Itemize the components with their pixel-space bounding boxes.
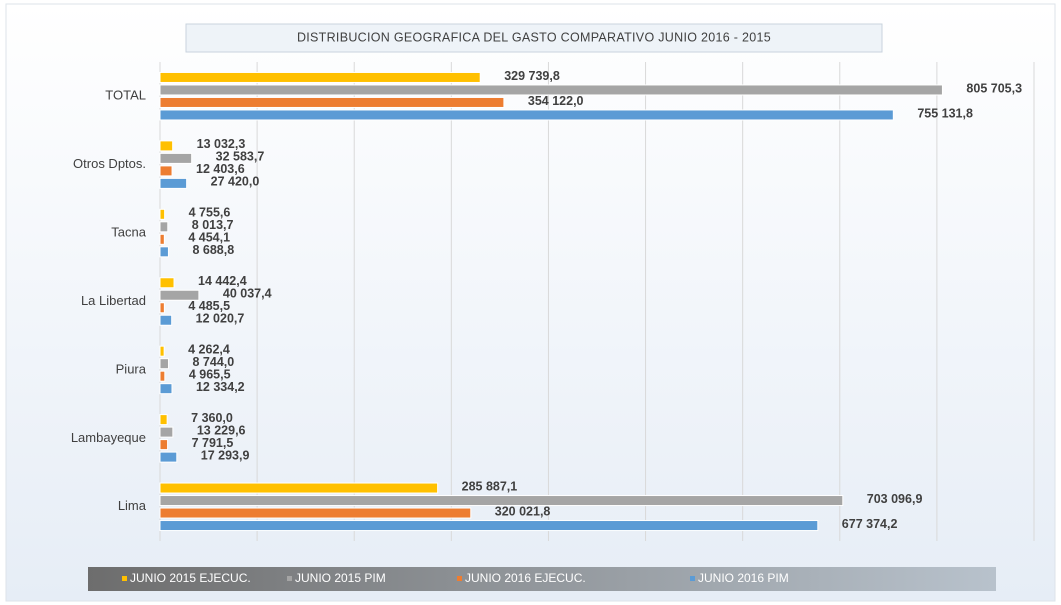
- bar: [159, 358, 169, 370]
- category-label: Lima: [118, 498, 147, 513]
- bar: [159, 314, 173, 326]
- category-label: Tacna: [111, 225, 146, 240]
- data-label: 27 420,0: [211, 175, 260, 189]
- bar: [159, 96, 505, 108]
- bar: [159, 289, 200, 301]
- data-label: 354 122,0: [528, 94, 584, 108]
- bar: [159, 208, 166, 220]
- bar: [159, 451, 178, 463]
- legend-swatch: [122, 576, 127, 581]
- bar: [159, 152, 193, 164]
- data-label: 320 021,8: [495, 504, 551, 518]
- data-label: 805 705,3: [966, 81, 1022, 95]
- bar: [159, 233, 165, 245]
- data-label: 4 262,4: [188, 342, 230, 356]
- bar: [159, 177, 188, 189]
- data-label: 4 454,1: [188, 231, 230, 245]
- data-label: 329 739,8: [504, 69, 560, 83]
- data-label: 8 688,8: [192, 243, 234, 257]
- data-label: 755 131,8: [917, 106, 973, 120]
- bar: [159, 482, 439, 494]
- category-label: TOTAL: [105, 88, 146, 103]
- bar: [159, 383, 173, 395]
- category-label: Otros Dptos.: [73, 156, 146, 171]
- legend-label: JUNIO 2016 EJECUC.: [465, 571, 586, 585]
- data-label: 285 887,1: [462, 479, 518, 493]
- data-label: 12 020,7: [196, 312, 245, 326]
- data-label: 8 744,0: [192, 355, 234, 369]
- bar: [159, 426, 174, 438]
- data-label: 8 013,7: [192, 218, 234, 232]
- category-label: La Libertad: [81, 293, 146, 308]
- bar: [159, 246, 169, 258]
- legend-swatch: [287, 576, 292, 581]
- data-label: 13 032,3: [197, 137, 246, 151]
- bar: [159, 495, 844, 507]
- data-label: 7 791,5: [192, 436, 234, 450]
- data-label: 12 334,2: [196, 380, 245, 394]
- legend-label: JUNIO 2016 PIM: [698, 571, 789, 585]
- legend-swatch: [457, 576, 462, 581]
- bar: [159, 84, 943, 96]
- bar: [159, 439, 169, 451]
- category-label: Piura: [116, 361, 147, 376]
- legend-box: [88, 567, 996, 591]
- bar: [159, 345, 165, 357]
- bar: [159, 165, 173, 177]
- bar: [159, 140, 174, 152]
- data-label: 4 755,6: [189, 206, 231, 220]
- bar: [159, 302, 165, 314]
- bar: [159, 507, 472, 519]
- data-label: 17 293,9: [201, 448, 250, 462]
- bar: [159, 221, 169, 233]
- title-box: [185, 23, 883, 53]
- legend-label: JUNIO 2015 EJECUC.: [130, 571, 251, 585]
- data-label: 32 583,7: [216, 150, 265, 164]
- bar: [159, 277, 175, 289]
- legend-swatch: [690, 576, 695, 581]
- legend-label: JUNIO 2015 PIM: [295, 571, 386, 585]
- bar: [159, 520, 819, 532]
- data-label: 677 374,2: [842, 517, 898, 531]
- data-label: 703 096,9: [867, 492, 923, 506]
- data-label: 12 403,6: [196, 162, 245, 176]
- data-label: 7 360,0: [191, 411, 233, 425]
- bar: [159, 71, 481, 83]
- bar: [159, 414, 168, 426]
- data-label: 13 229,6: [197, 423, 246, 437]
- chart-title: DISTRIBUCION GEOGRAFICA DEL GASTO COMPAR…: [297, 30, 771, 44]
- data-label: 14 442,4: [198, 274, 247, 288]
- data-label: 40 037,4: [223, 287, 272, 301]
- data-label: 4 485,5: [188, 299, 230, 313]
- category-label: Lambayeque: [71, 430, 146, 445]
- data-label: 4 965,5: [189, 367, 231, 381]
- bar: [159, 109, 894, 121]
- bar: [159, 370, 166, 382]
